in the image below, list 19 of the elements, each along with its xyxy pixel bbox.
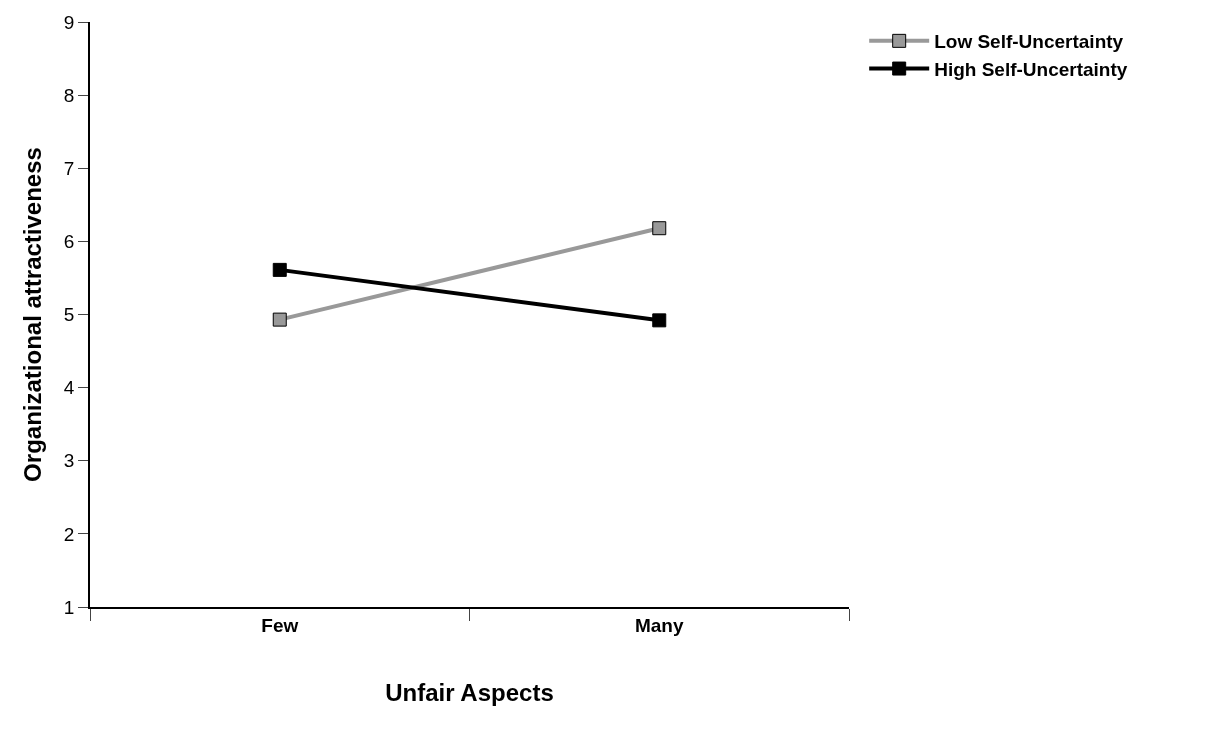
- y-tick-label: 9: [63, 11, 75, 33]
- legend-label: Low Self-Uncertainty: [934, 31, 1124, 53]
- y-tick-label: 4: [63, 377, 75, 399]
- y-tick-label: 8: [63, 84, 75, 106]
- y-tick-label: 3: [63, 450, 75, 472]
- y-tick-label: 5: [63, 304, 75, 326]
- point: [652, 221, 667, 236]
- x-axis-title: Unfair Aspects: [385, 679, 554, 707]
- y-axis-title: Organizational attractiveness: [19, 147, 47, 482]
- point: [272, 312, 287, 327]
- point: [272, 262, 287, 277]
- x-tick-label: Few: [261, 614, 299, 636]
- legend-label: High Self-Uncertainty: [934, 58, 1128, 80]
- y-tick-label: 2: [63, 523, 75, 545]
- y-tick-label: 1: [63, 596, 75, 618]
- x-tick-label: Many: [634, 614, 684, 636]
- y-tick-label: 7: [63, 157, 75, 179]
- y-tick-label: 6: [63, 231, 75, 253]
- point: [652, 313, 667, 328]
